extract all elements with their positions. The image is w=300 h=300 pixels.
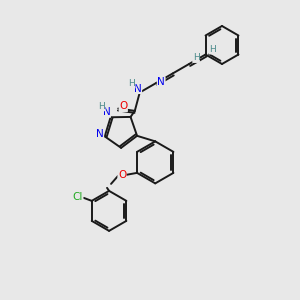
Text: H: H (193, 53, 200, 62)
Text: H: H (128, 79, 135, 88)
Text: N: N (157, 77, 165, 87)
Text: N: N (96, 129, 103, 140)
Text: N: N (103, 107, 110, 117)
Text: H: H (98, 102, 105, 111)
Text: Cl: Cl (73, 192, 83, 202)
Text: O: O (118, 170, 126, 180)
Text: N: N (134, 83, 142, 94)
Text: O: O (119, 101, 128, 112)
Text: H: H (209, 45, 216, 54)
